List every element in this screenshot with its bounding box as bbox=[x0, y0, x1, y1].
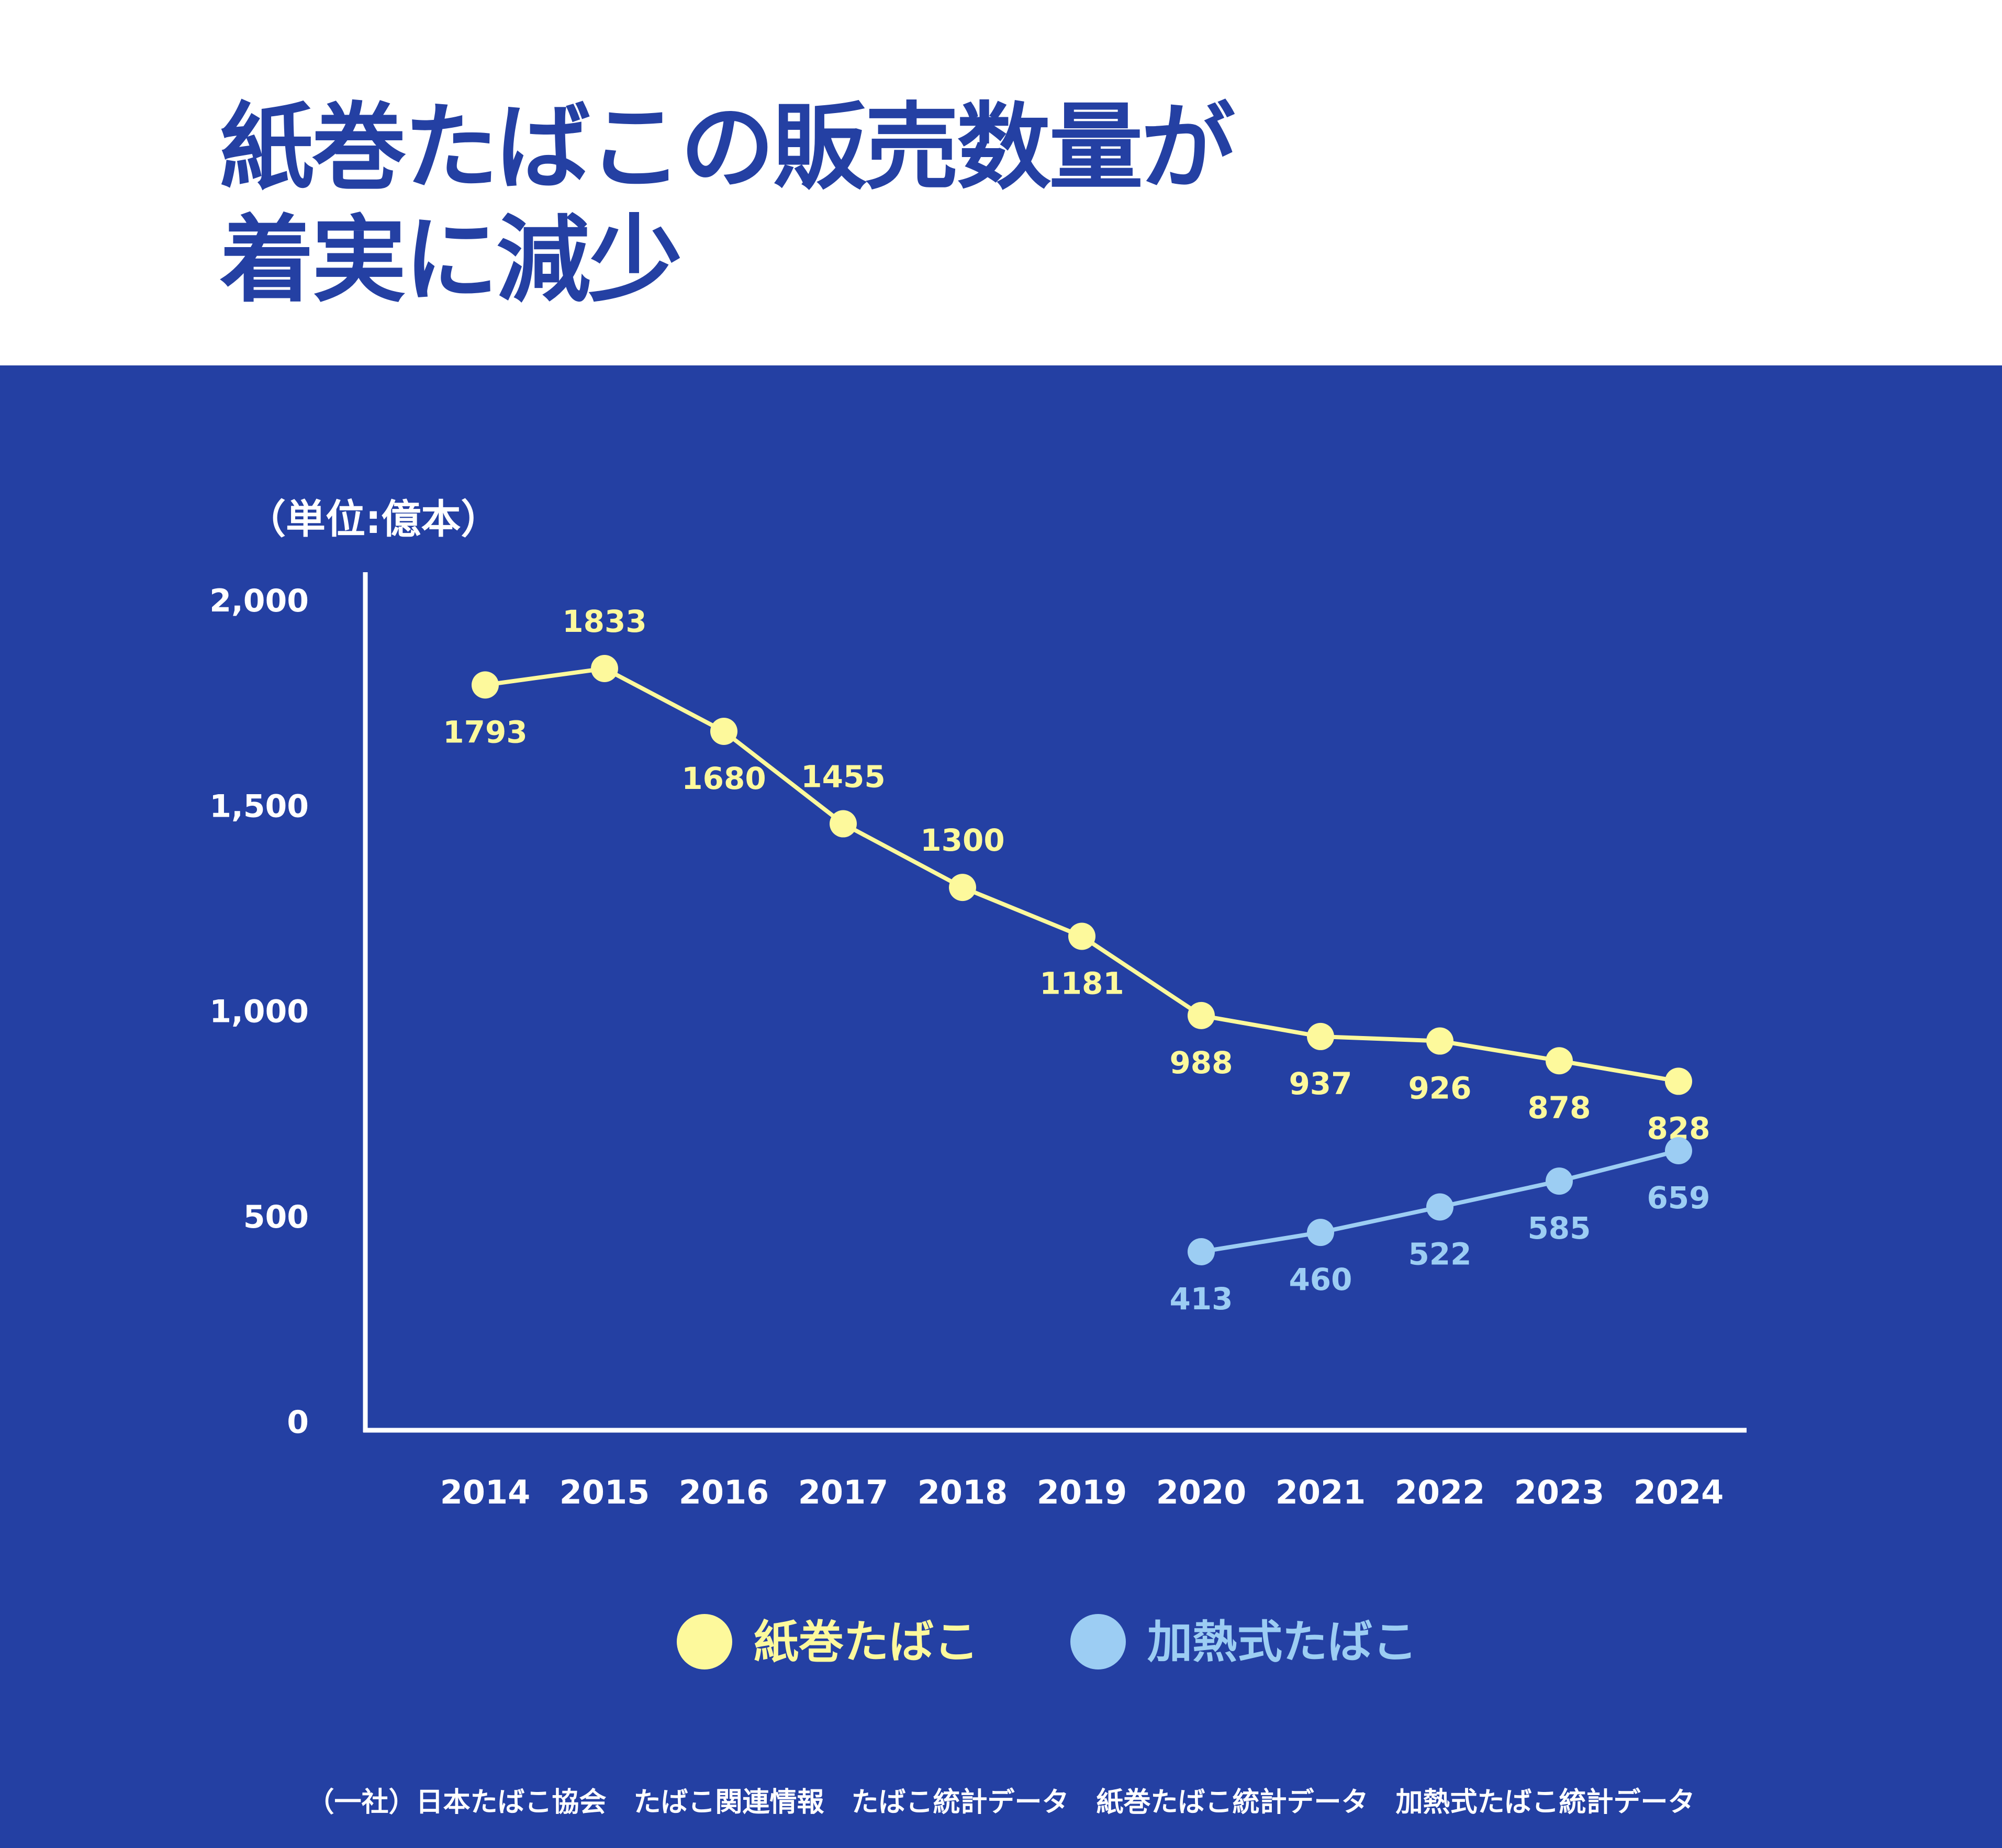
legend-label: 紙巻たばこ bbox=[754, 1616, 979, 1668]
x-tick-label: 2019 bbox=[1037, 1473, 1127, 1511]
data-label: 878 bbox=[1527, 1090, 1591, 1126]
data-point bbox=[1068, 922, 1095, 950]
y-tick-label: 1,500 bbox=[209, 788, 309, 825]
data-label: 988 bbox=[1169, 1045, 1233, 1081]
x-tick-label: 2017 bbox=[798, 1473, 889, 1511]
data-point bbox=[1307, 1022, 1334, 1050]
series-line-1 bbox=[485, 666, 1679, 1084]
data-label: 1300 bbox=[920, 822, 1004, 858]
data-point bbox=[1546, 1047, 1573, 1075]
x-tick-label: 2014 bbox=[440, 1473, 531, 1511]
data-label: 1680 bbox=[681, 761, 766, 796]
x-tick-label: 2015 bbox=[560, 1473, 650, 1511]
data-point bbox=[1426, 1193, 1453, 1221]
unit-label: （単位:億本） bbox=[246, 496, 500, 542]
data-point bbox=[1665, 1137, 1692, 1165]
title-line-1: 紙巻たばこの販売数量が bbox=[220, 93, 1235, 203]
data-label: 1181 bbox=[1039, 966, 1124, 1001]
data-label: 926 bbox=[1408, 1071, 1471, 1106]
data-point bbox=[1546, 1167, 1573, 1195]
data-point bbox=[949, 874, 976, 901]
x-tick-label: 2016 bbox=[679, 1473, 769, 1511]
data-label: 1833 bbox=[562, 604, 646, 639]
legend-marker bbox=[677, 1614, 732, 1669]
data-point bbox=[710, 718, 737, 745]
data-point bbox=[591, 655, 618, 683]
legend-marker bbox=[1070, 1614, 1126, 1669]
data-point bbox=[1665, 1067, 1692, 1095]
data-label: 413 bbox=[1169, 1281, 1233, 1317]
data-point bbox=[1307, 1219, 1334, 1246]
data-label: 1793 bbox=[443, 714, 527, 750]
data-label: 585 bbox=[1527, 1210, 1591, 1246]
x-tick-label: 2021 bbox=[1276, 1473, 1366, 1511]
data-label: 522 bbox=[1408, 1236, 1471, 1272]
page-title: 紙巻たばこの販売数量が 着実に減少 bbox=[220, 92, 1235, 317]
data-point bbox=[1188, 1238, 1215, 1266]
y-tick-label: 2,000 bbox=[209, 583, 309, 619]
data-label: 460 bbox=[1289, 1262, 1352, 1297]
data-point bbox=[1426, 1027, 1453, 1055]
source-footer: （一社）日本たばこ協会 たばこ関連情報 たばこ統計データ 紙巻たばこ統計データ … bbox=[307, 1787, 1695, 1818]
legend-label: 加熱式たばこ bbox=[1147, 1616, 1417, 1668]
data-point bbox=[472, 671, 499, 699]
y-tick-label: 0 bbox=[287, 1404, 309, 1441]
y-tick-label: 500 bbox=[243, 1199, 309, 1235]
x-tick-label: 2024 bbox=[1634, 1473, 1724, 1511]
data-label: 937 bbox=[1289, 1066, 1352, 1101]
x-tick-label: 2022 bbox=[1395, 1473, 1485, 1511]
x-tick-label: 2020 bbox=[1156, 1473, 1247, 1511]
y-tick-label: 1,000 bbox=[209, 994, 309, 1030]
x-tick-label: 2023 bbox=[1514, 1473, 1605, 1511]
title-line-2: 着実に減少 bbox=[220, 206, 683, 315]
data-label: 659 bbox=[1647, 1180, 1710, 1216]
chart-background bbox=[0, 365, 2002, 1848]
data-point bbox=[1188, 1001, 1215, 1029]
data-point bbox=[830, 810, 857, 838]
data-label: 1455 bbox=[801, 759, 885, 795]
x-tick-label: 2018 bbox=[918, 1473, 1008, 1511]
